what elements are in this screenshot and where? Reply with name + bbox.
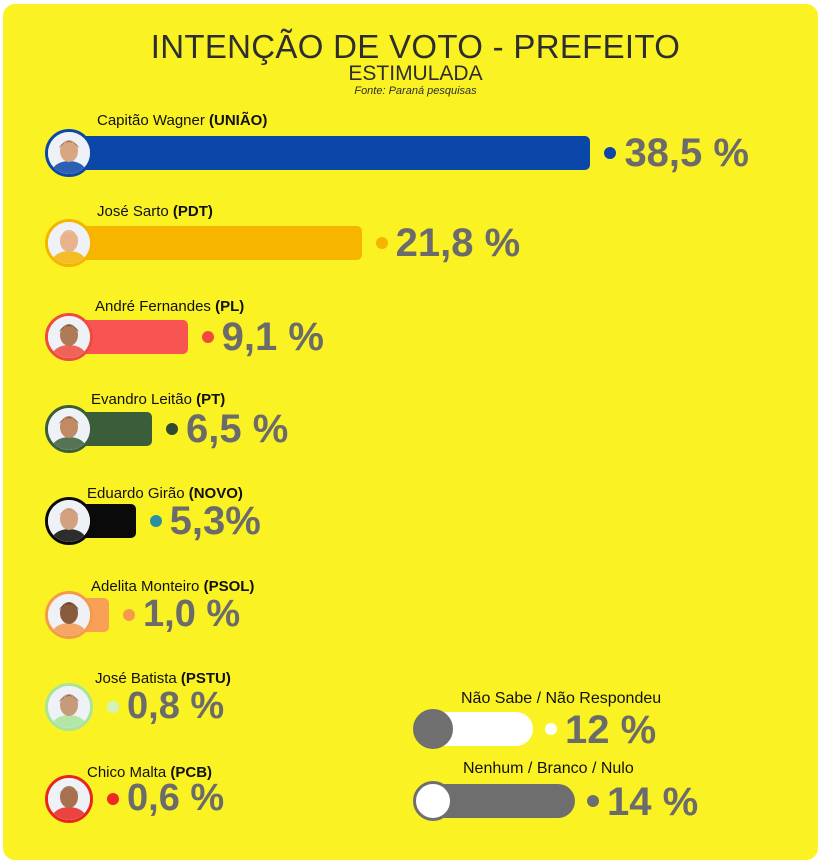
candidate-party: (PT) [196,391,226,408]
candidate-party: (PL) [215,298,245,315]
poll-card: INTENÇÃO DE VOTO - PREFEITO ESTIMULADA F… [3,4,818,860]
candidate-name: Evandro Leitão (PT) [91,391,225,408]
candidate-name-text: Evandro Leitão [91,391,192,408]
chart-title: INTENÇÃO DE VOTO - PREFEITO [150,28,681,65]
candidate-avatar [45,775,93,823]
value-label: 1,0 % [143,593,241,635]
candidate-name: José Batista (PSTU) [95,670,231,687]
candidate-name: Adelita Monteiro (PSOL) [91,578,254,595]
candidate-party: (PDT) [172,203,213,220]
candidate-avatar [45,313,93,361]
candidate-avatar [45,129,93,177]
value-dot [107,701,119,713]
other-response-knob [413,709,453,749]
value-dot [545,723,557,735]
candidate-party: (PSTU) [180,670,231,687]
candidate-name: José Sarto (PDT) [97,203,213,220]
value-dot [149,515,162,527]
other-response-name: Não Sabe / Não Respondeu [461,690,662,707]
candidate-party: (NOVO) [188,485,243,502]
candidate-name-text: Eduardo Girão [87,485,185,502]
candidate-name: Eduardo Girão (NOVO) [87,485,243,502]
value-label: 0,6 % [127,777,225,819]
candidate-avatar [45,497,93,545]
value-label: 9,1 % [221,315,324,359]
chart-source: Fonte: Paraná pesquisas [354,85,477,97]
value-dot [123,609,135,621]
candidate-name-text: José Sarto [97,203,169,220]
candidate-party: (PCB) [170,764,213,781]
value-label: 38,5 % [624,131,749,175]
candidate-avatar [45,591,93,639]
other-response-knob [413,781,453,821]
candidate-bar [63,136,591,170]
candidate-name: Capitão Wagner (UNIÃO) [97,112,267,129]
candidate-name-text: Chico Malta [87,764,167,781]
value-label: 12 % [565,708,657,752]
value-label: 5,3% [169,499,261,543]
candidate-avatar [45,683,93,731]
candidate-name-text: José Batista [95,670,177,687]
candidate-avatar [45,219,93,267]
candidate-bar [63,226,362,260]
candidate-avatar [45,405,93,453]
value-label: 21,8 % [395,221,521,265]
value-dot [587,795,599,807]
value-dot [604,147,617,159]
candidate-party: (UNIÃO) [209,112,268,129]
candidate-name: André Fernandes (PL) [95,298,244,315]
other-response-name: Nenhum / Branco / Nulo [463,760,634,777]
candidate-name-text: Adelita Monteiro [91,578,200,595]
candidate-name-text: Capitão Wagner [97,112,205,129]
candidate-name-text: André Fernandes [95,298,211,315]
candidate-name: Chico Malta (PCB) [87,764,212,781]
value-dot [375,237,388,249]
value-label: 6,5 % [186,407,289,451]
value-dot [107,793,119,805]
chart-subtitle: ESTIMULADA [348,62,483,85]
value-label: 0,8 % [127,685,225,727]
candidate-party: (PSOL) [203,578,255,595]
value-dot [201,331,214,343]
value-label: 14 % [607,780,699,824]
value-dot [166,423,179,435]
